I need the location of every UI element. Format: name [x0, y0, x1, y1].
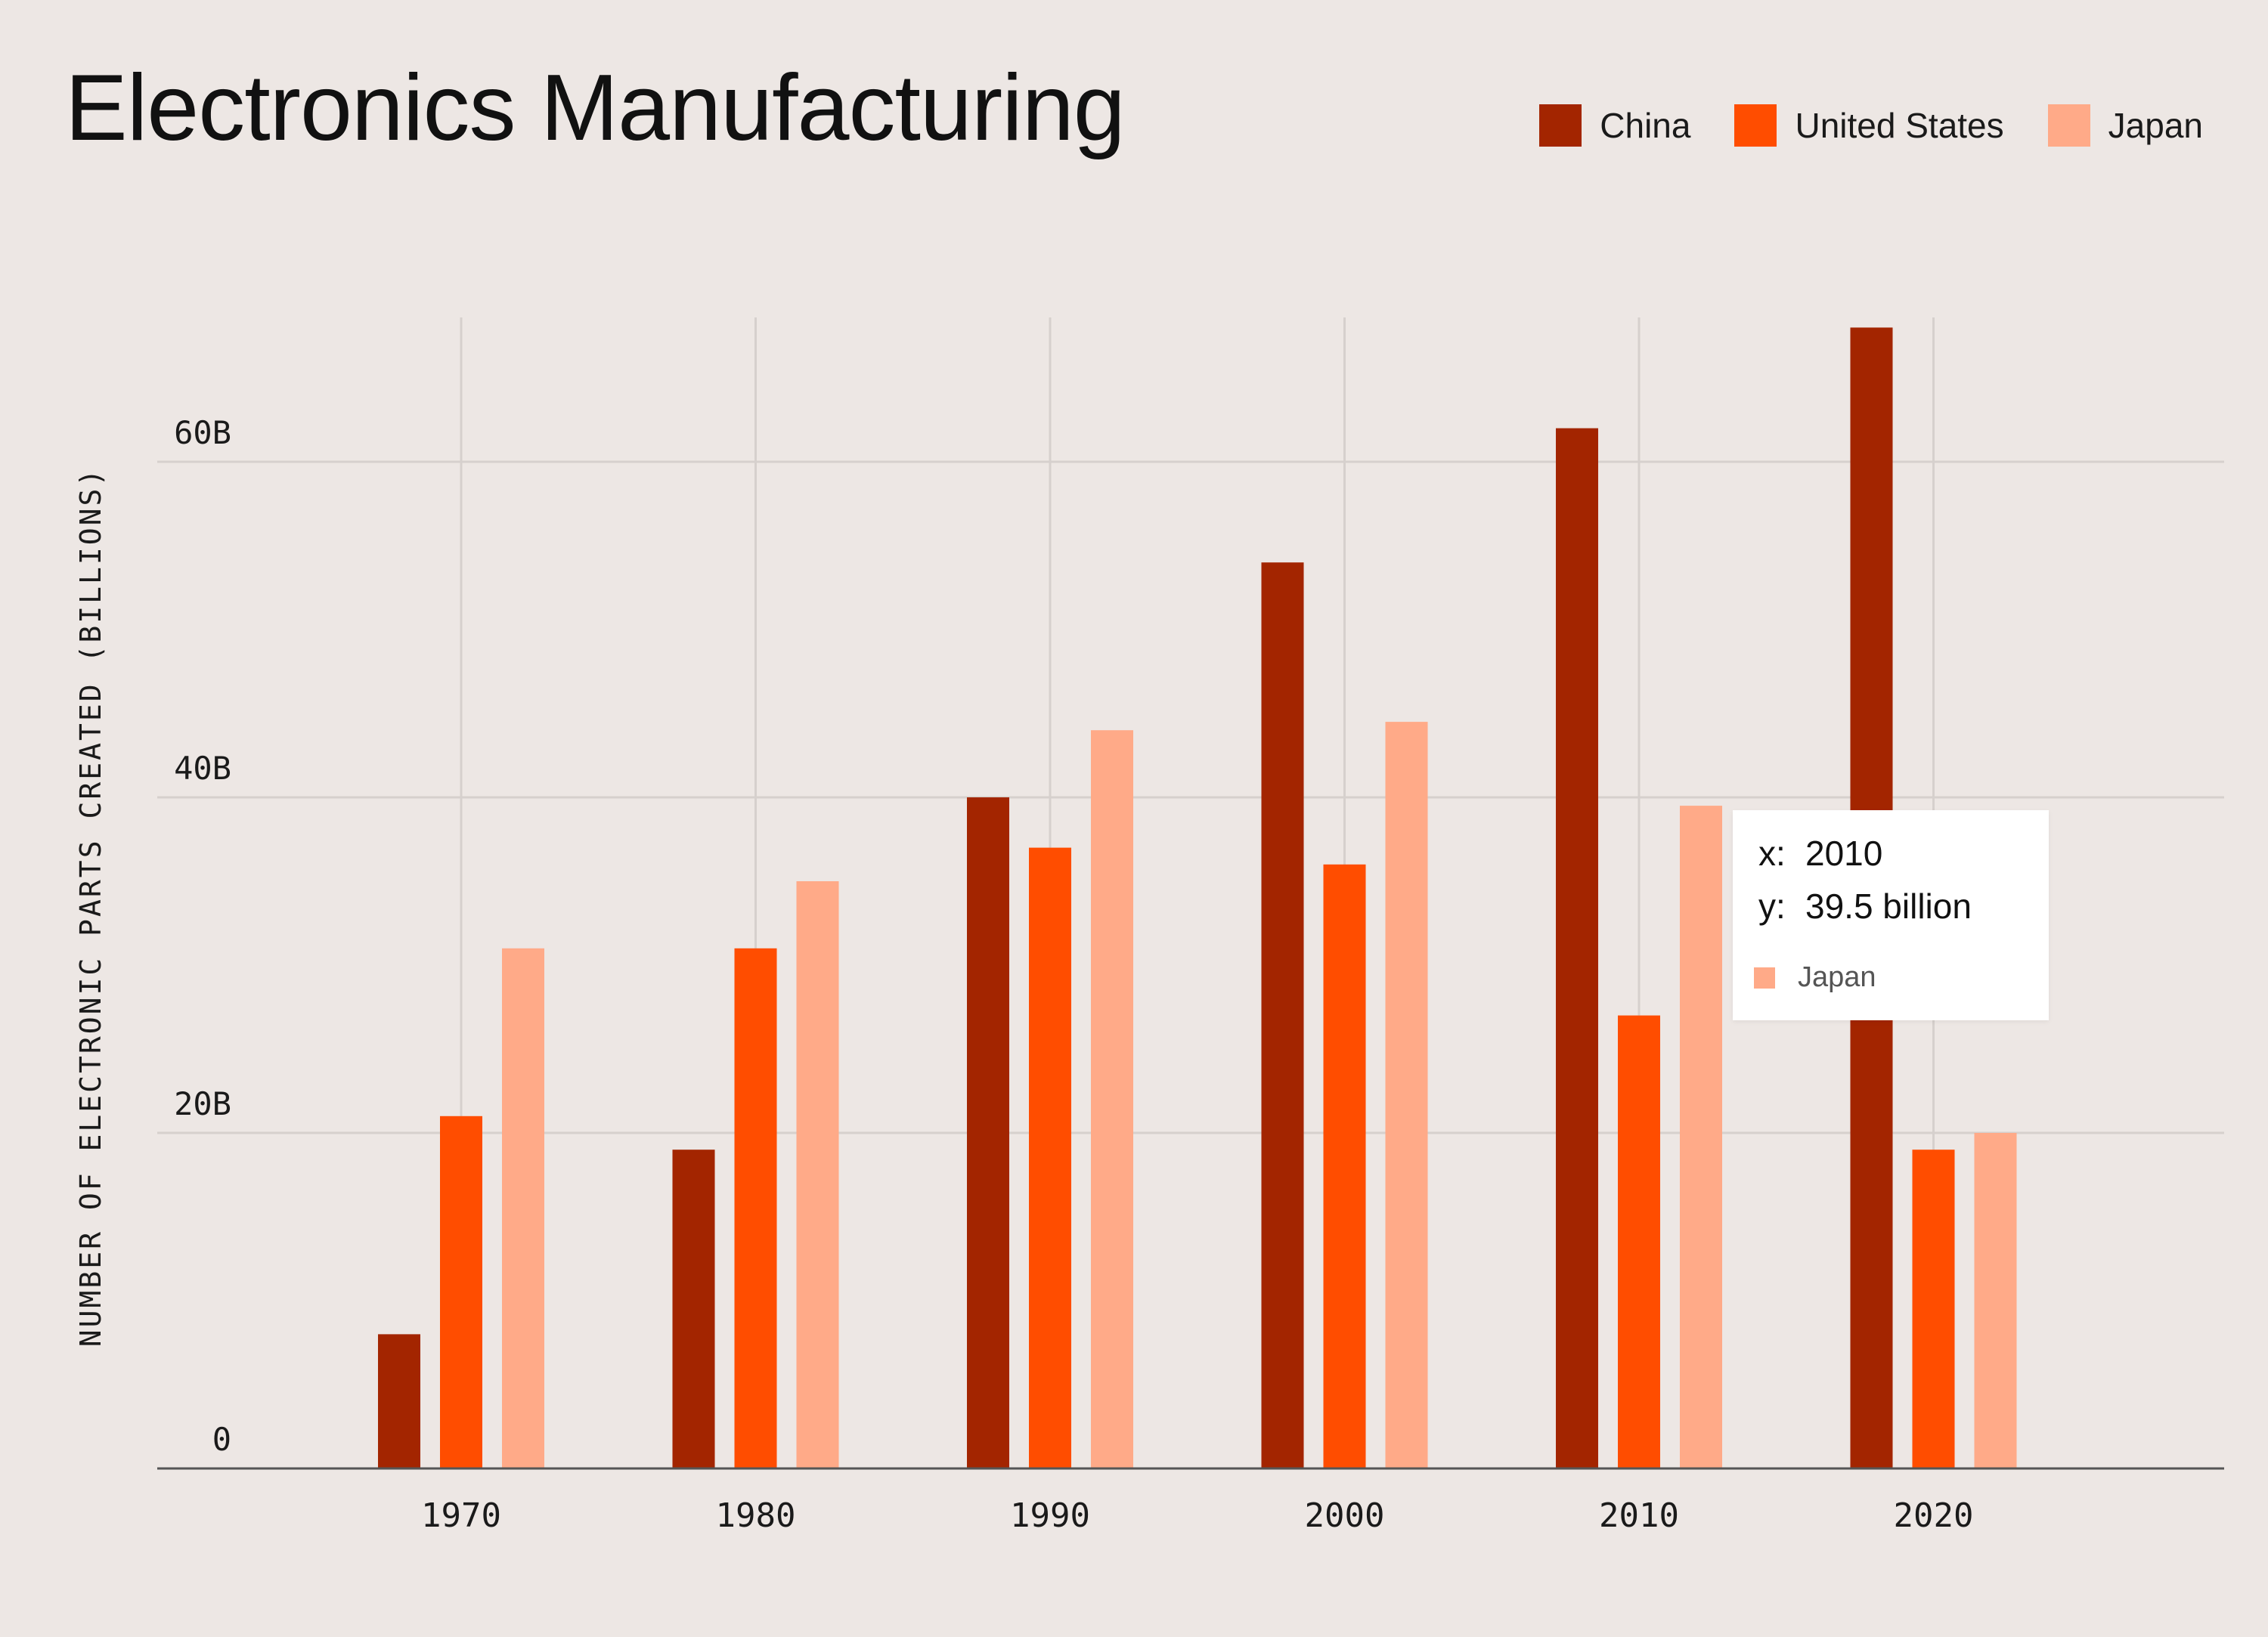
bar-china-2010[interactable] — [1556, 428, 1598, 1468]
y-tick-label: 20B — [174, 1085, 231, 1122]
legend-swatch — [2047, 104, 2090, 147]
y-tick-label: 60B — [174, 414, 231, 451]
bar-japan-1980[interactable] — [796, 881, 839, 1468]
bar-japan-1970[interactable] — [502, 948, 544, 1468]
bar-united-states-2000[interactable] — [1323, 864, 1366, 1468]
y-tick-label: 40B — [174, 750, 231, 787]
tooltip-series: Japan — [1754, 961, 1876, 994]
x-tick-label: 1970 — [421, 1496, 501, 1535]
tooltip-x-key: x: — [1758, 834, 1786, 873]
tooltip-y-value: 39.5 billion — [1805, 887, 1972, 926]
legend-item-united-states[interactable]: United States — [1734, 104, 2004, 147]
bar-united-states-1970[interactable] — [440, 1116, 482, 1468]
legend: China United States Japan — [1495, 104, 2203, 147]
y-axis-label: NUMBER OF ELECTRONIC PARTS CREATED (BILL… — [74, 466, 107, 1348]
tooltip-y-key: y: — [1758, 887, 1786, 926]
tooltip-x-row: x: 2010 — [1758, 833, 1882, 874]
bar-japan-2000[interactable] — [1385, 722, 1428, 1468]
bar-china-1980[interactable] — [672, 1150, 715, 1468]
x-tick-label: 2020 — [1894, 1496, 1974, 1535]
legend-swatch — [1539, 104, 1582, 147]
legend-label: United States — [1795, 106, 2004, 145]
legend-label: Japan — [2108, 106, 2203, 145]
bar-china-1970[interactable] — [378, 1334, 420, 1468]
bar-united-states-1980[interactable] — [734, 948, 777, 1468]
bar-china-1990[interactable] — [967, 797, 1009, 1468]
legend-item-china[interactable]: China — [1539, 104, 1690, 147]
chart-title: Electronics Manufacturing — [65, 56, 1126, 160]
bar-united-states-2010[interactable] — [1618, 1015, 1660, 1468]
tooltip: x: 2010 y: 39.5 billion Japan — [1733, 810, 2049, 1020]
bar-japan-2020[interactable] — [1974, 1133, 2017, 1468]
x-tick-label: 1990 — [1010, 1496, 1090, 1535]
legend-swatch — [1734, 104, 1777, 147]
x-tick-label: 2010 — [1599, 1496, 1679, 1535]
y-tick-label: 0 — [212, 1421, 231, 1458]
x-tick-label: 2000 — [1305, 1496, 1385, 1535]
tooltip-y-row: y: 39.5 billion — [1758, 886, 1972, 927]
legend-item-japan[interactable]: Japan — [2047, 104, 2203, 147]
bar-japan-1990[interactable] — [1091, 730, 1133, 1468]
tooltip-series-label: Japan — [1798, 961, 1876, 993]
bar-china-2000[interactable] — [1261, 562, 1304, 1469]
bar-united-states-2020[interactable] — [1912, 1150, 1955, 1468]
tooltip-x-value: 2010 — [1805, 834, 1883, 873]
x-tick-label: 1980 — [716, 1496, 796, 1535]
legend-label: China — [1600, 106, 1691, 145]
bar-japan-2010[interactable] — [1680, 806, 1722, 1468]
tooltip-series-swatch — [1754, 967, 1775, 989]
bar-united-states-1990[interactable] — [1029, 847, 1071, 1468]
